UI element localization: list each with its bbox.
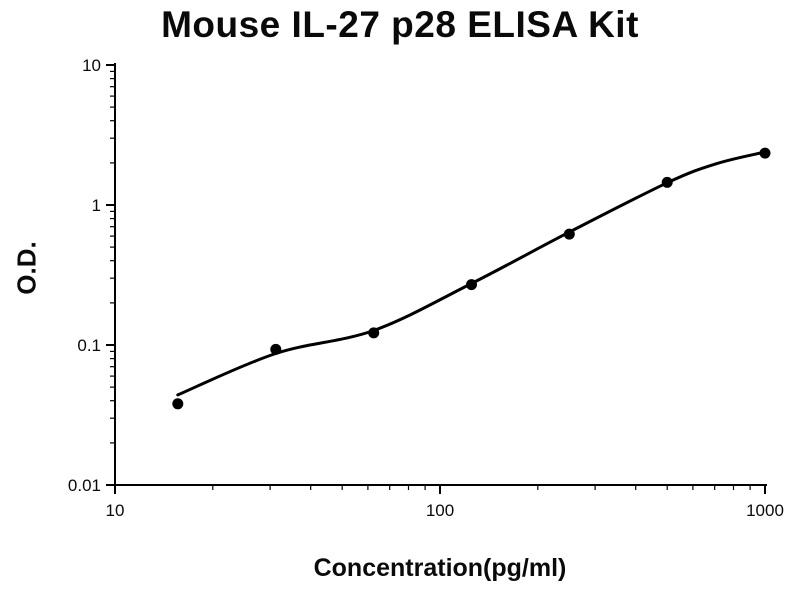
y-tick-label: 0.01: [68, 476, 101, 495]
x-tick-label: 1000: [746, 501, 784, 520]
data-point: [759, 147, 771, 159]
data-point: [270, 343, 282, 355]
chart-title: Mouse IL-27 p28 ELISA Kit: [161, 4, 639, 45]
x-tick-label: 100: [426, 501, 454, 520]
data-point: [563, 228, 575, 240]
data-point: [368, 327, 380, 339]
x-tick-label: 10: [106, 501, 125, 520]
x-axis-label: Concentration(pg/ml): [313, 554, 567, 582]
data-point: [466, 279, 477, 291]
data-point: [661, 176, 673, 188]
y-tick-label: 0.1: [77, 336, 101, 355]
fit-curve: [176, 150, 767, 397]
data-point: [172, 398, 184, 410]
y-tick-label: 10: [82, 56, 101, 75]
y-tick-label: 1: [92, 196, 101, 215]
